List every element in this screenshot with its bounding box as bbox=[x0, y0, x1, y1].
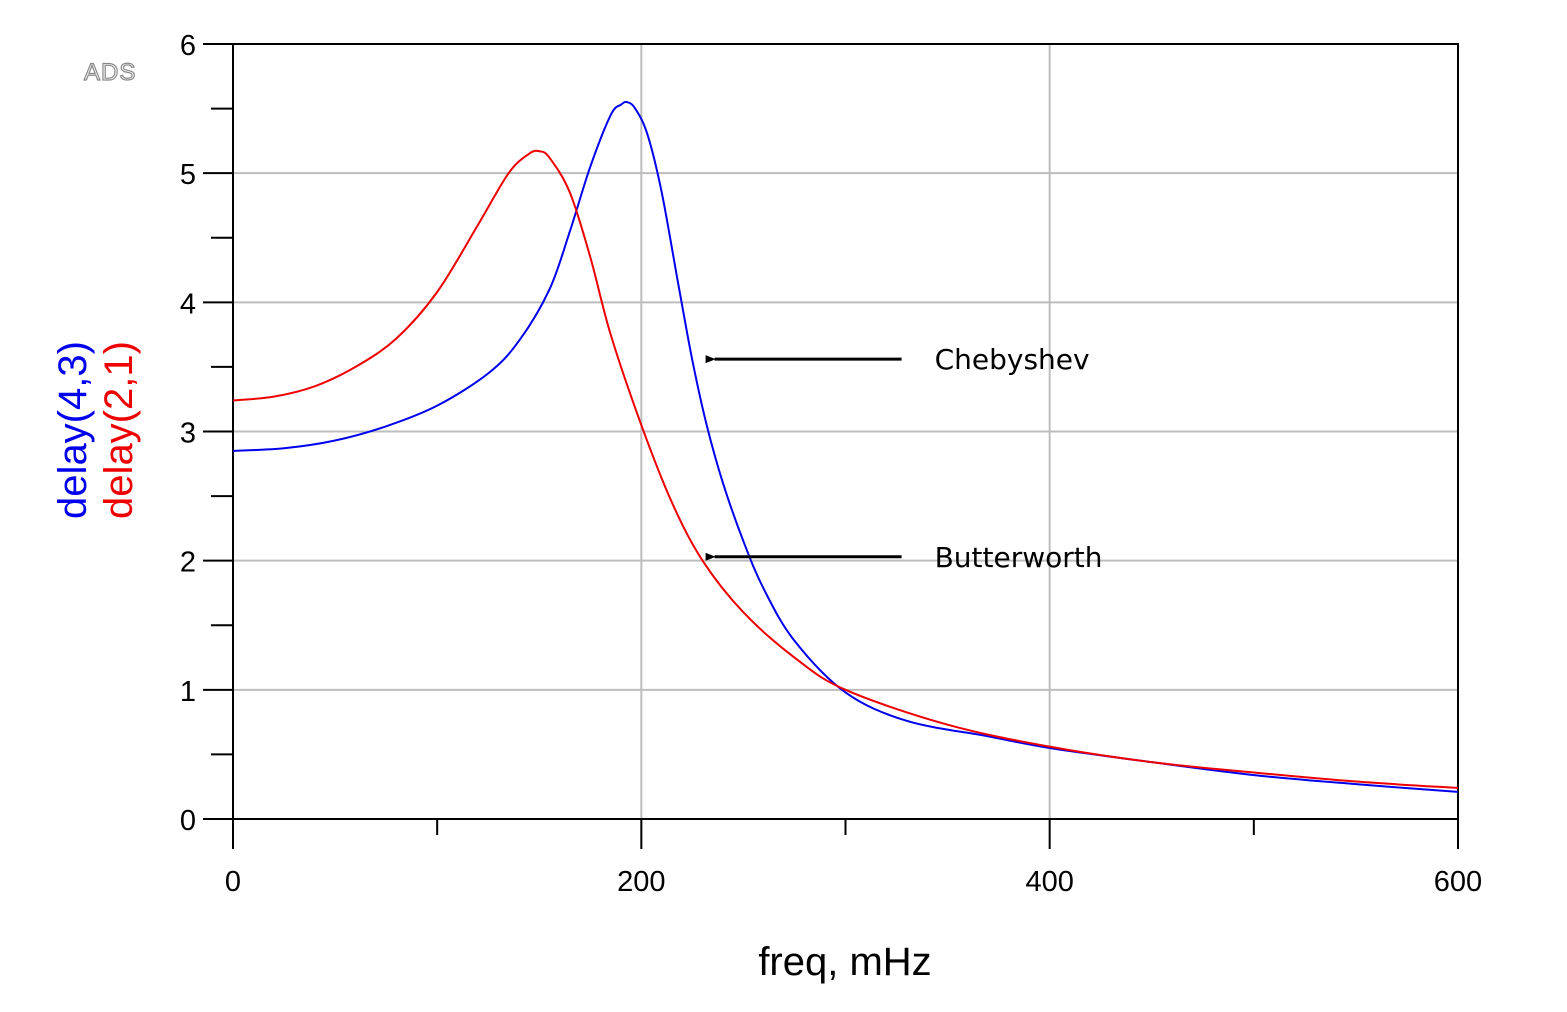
annotations: Chebyshev Butterworth bbox=[705, 343, 1103, 574]
series-line-delay-4-3 bbox=[232, 100, 1459, 793]
y-tick-label: 6 bbox=[180, 30, 196, 62]
x-axis-label: freq, mHz bbox=[758, 940, 931, 984]
axis-ticks: 0 1 2 3 4 5 6 0 200 400 600 bbox=[180, 30, 1482, 898]
y-label-part: delay(4,3) bbox=[51, 341, 95, 519]
y-tick-label: 0 bbox=[180, 805, 196, 837]
x-tick-label: 0 bbox=[225, 866, 241, 898]
ads-watermark: ADS bbox=[84, 59, 136, 86]
y-axis-label: delay(4,3)delay(2,1) bbox=[51, 341, 141, 519]
y-tick-label: 4 bbox=[180, 288, 196, 320]
annotation-chebyshev: Chebyshev bbox=[935, 343, 1090, 376]
x-tick-label: 600 bbox=[1434, 866, 1482, 898]
y-label-part: delay(2,1) bbox=[97, 341, 141, 519]
series-lines bbox=[232, 100, 1459, 793]
y-tick-label: 3 bbox=[180, 418, 196, 450]
annotation-butterworth: Butterworth bbox=[935, 541, 1103, 574]
y-tick-label: 2 bbox=[180, 547, 196, 579]
x-tick-label: 200 bbox=[617, 866, 665, 898]
series-line-delay-2-1 bbox=[232, 149, 1459, 789]
y-tick-label: 1 bbox=[180, 676, 196, 708]
x-tick-label: 400 bbox=[1025, 866, 1073, 898]
grid-lines bbox=[233, 44, 1458, 819]
y-tick-label: 5 bbox=[180, 159, 196, 191]
